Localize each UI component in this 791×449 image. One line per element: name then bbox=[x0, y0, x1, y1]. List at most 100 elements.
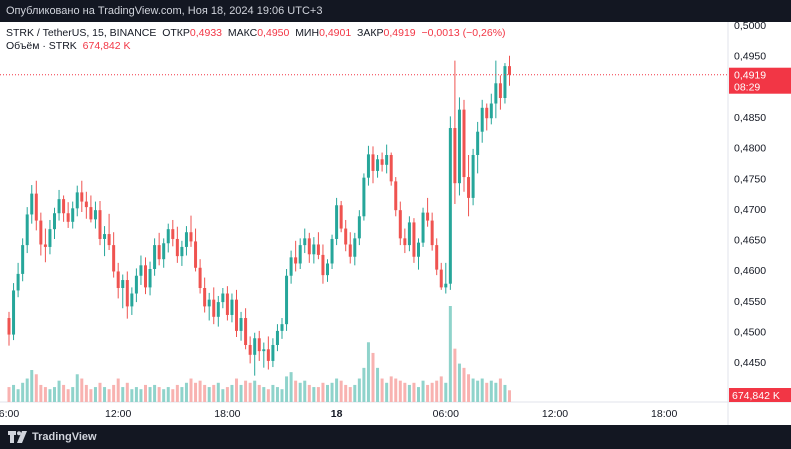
candle[interactable] bbox=[348, 232, 352, 264]
candle[interactable] bbox=[335, 197, 339, 246]
candle[interactable] bbox=[476, 121, 480, 174]
candle[interactable] bbox=[457, 97, 461, 196]
candle[interactable] bbox=[330, 234, 334, 269]
candle[interactable] bbox=[207, 292, 211, 321]
candle[interactable] bbox=[93, 201, 97, 229]
candle[interactable] bbox=[34, 180, 38, 231]
candle[interactable] bbox=[421, 207, 425, 247]
candle[interactable] bbox=[153, 238, 157, 276]
candle[interactable] bbox=[39, 212, 43, 256]
price-chart-svg[interactable]: 0,44000,44500,45000,45500,46000,46500,47… bbox=[0, 20, 791, 425]
candle[interactable] bbox=[294, 240, 298, 272]
candle[interactable] bbox=[130, 287, 134, 315]
candle[interactable] bbox=[166, 223, 170, 253]
candle[interactable] bbox=[394, 177, 398, 217]
candle[interactable] bbox=[121, 274, 125, 309]
candle[interactable] bbox=[303, 228, 307, 254]
candle[interactable] bbox=[362, 173, 366, 221]
candle[interactable] bbox=[266, 336, 270, 370]
candle[interactable] bbox=[198, 259, 202, 294]
candle[interactable] bbox=[7, 311, 11, 346]
candle[interactable] bbox=[257, 330, 261, 361]
candle[interactable] bbox=[371, 146, 375, 184]
candle[interactable] bbox=[103, 226, 107, 257]
candle[interactable] bbox=[84, 191, 88, 219]
candle[interactable] bbox=[312, 237, 316, 264]
candle[interactable] bbox=[444, 262, 448, 294]
candle[interactable] bbox=[366, 145, 370, 186]
candle[interactable] bbox=[344, 219, 348, 252]
candle[interactable] bbox=[376, 155, 380, 178]
candle[interactable] bbox=[144, 257, 147, 295]
candle[interactable] bbox=[116, 262, 120, 299]
candle[interactable] bbox=[353, 232, 357, 266]
candle[interactable] bbox=[480, 99, 484, 143]
candle[interactable] bbox=[203, 277, 207, 313]
candle[interactable] bbox=[162, 238, 166, 268]
candle[interactable] bbox=[389, 152, 393, 186]
candle[interactable] bbox=[508, 55, 511, 86]
candle[interactable] bbox=[66, 202, 70, 228]
candle[interactable] bbox=[244, 308, 248, 350]
candle[interactable] bbox=[285, 269, 289, 331]
candle[interactable] bbox=[98, 200, 102, 246]
candle[interactable] bbox=[80, 180, 84, 212]
candle[interactable] bbox=[184, 226, 188, 256]
candle[interactable] bbox=[75, 185, 79, 217]
candle[interactable] bbox=[57, 189, 61, 221]
candle[interactable] bbox=[307, 232, 311, 263]
candle[interactable] bbox=[194, 228, 198, 272]
candle[interactable] bbox=[485, 103, 489, 131]
candle[interactable] bbox=[180, 240, 184, 266]
candle[interactable] bbox=[221, 288, 225, 309]
candle[interactable] bbox=[89, 195, 93, 223]
candle[interactable] bbox=[489, 93, 493, 125]
candle[interactable] bbox=[316, 232, 320, 260]
candle[interactable] bbox=[380, 152, 384, 172]
candle[interactable] bbox=[275, 324, 279, 352]
volume-label[interactable]: Объём · STRK bbox=[6, 40, 77, 52]
candle[interactable] bbox=[139, 255, 143, 285]
candle[interactable] bbox=[453, 60, 457, 205]
candle[interactable] bbox=[498, 75, 502, 110]
candle[interactable] bbox=[417, 238, 420, 270]
candle[interactable] bbox=[357, 210, 361, 246]
candle[interactable] bbox=[403, 228, 407, 254]
candle[interactable] bbox=[216, 295, 220, 327]
candle[interactable] bbox=[48, 219, 52, 255]
candle[interactable] bbox=[189, 215, 193, 247]
candle[interactable] bbox=[298, 238, 302, 269]
candle[interactable] bbox=[71, 201, 75, 229]
candle[interactable] bbox=[398, 201, 402, 246]
candle[interactable] bbox=[212, 287, 216, 325]
candle[interactable] bbox=[407, 216, 411, 252]
candle[interactable] bbox=[230, 293, 234, 323]
candle[interactable] bbox=[439, 262, 443, 290]
candle[interactable] bbox=[125, 271, 129, 319]
symbol-title[interactable]: STRK / TetherUS, 15, BINANCE bbox=[6, 27, 157, 39]
candle[interactable] bbox=[30, 185, 34, 224]
candle[interactable] bbox=[321, 244, 325, 284]
candle[interactable] bbox=[471, 148, 475, 206]
candle[interactable] bbox=[112, 232, 116, 278]
candle[interactable] bbox=[239, 311, 243, 341]
candle[interactable] bbox=[280, 318, 284, 339]
candle[interactable] bbox=[326, 259, 329, 282]
candle[interactable] bbox=[271, 338, 275, 368]
candle[interactable] bbox=[235, 289, 238, 338]
candle[interactable] bbox=[412, 218, 416, 263]
candle[interactable] bbox=[134, 268, 138, 303]
candle[interactable] bbox=[289, 250, 293, 284]
candle[interactable] bbox=[25, 207, 29, 254]
candle[interactable] bbox=[16, 262, 20, 298]
candle[interactable] bbox=[430, 212, 434, 251]
candle[interactable] bbox=[62, 195, 66, 222]
candle[interactable] bbox=[426, 197, 430, 227]
candle[interactable] bbox=[53, 207, 56, 239]
candle[interactable] bbox=[148, 261, 152, 296]
candle[interactable] bbox=[225, 286, 229, 321]
candle[interactable] bbox=[262, 342, 266, 368]
candle[interactable] bbox=[448, 116, 452, 290]
candle[interactable] bbox=[339, 200, 343, 233]
candle[interactable] bbox=[503, 63, 507, 104]
